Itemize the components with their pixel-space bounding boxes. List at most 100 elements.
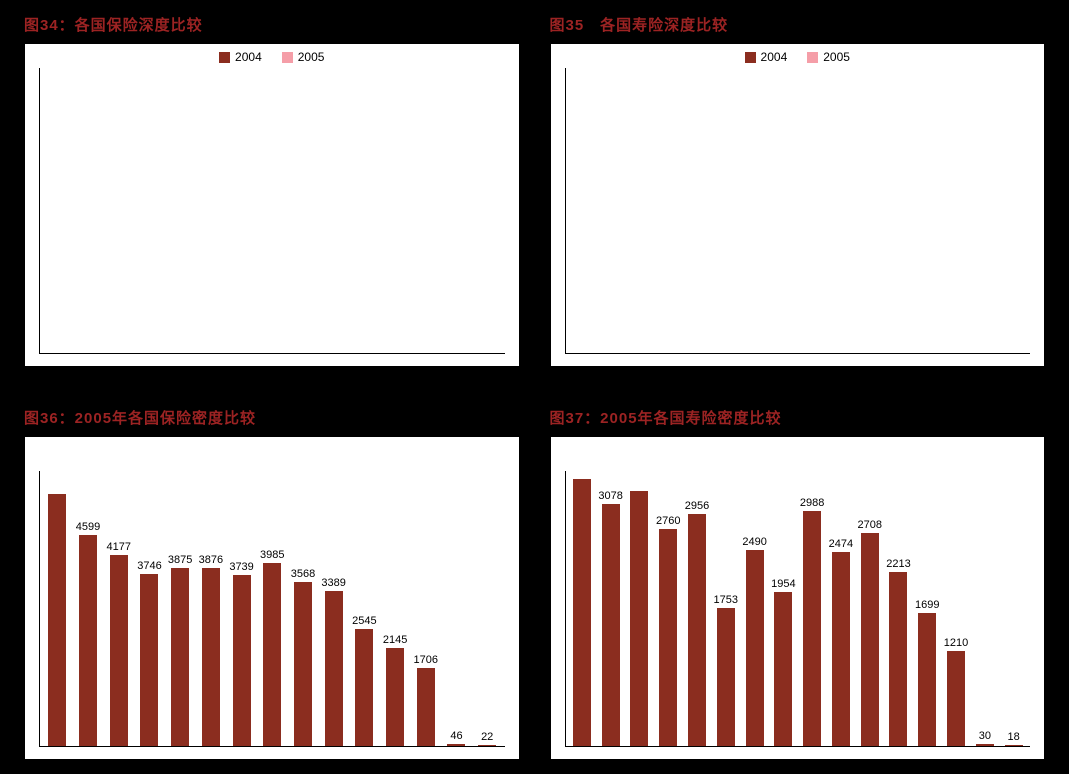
bar-value-label: 1699 xyxy=(915,599,939,611)
bar xyxy=(294,582,312,746)
bar xyxy=(832,552,850,746)
bar-group: 1699 xyxy=(913,471,942,746)
bar-value-label: 2474 xyxy=(829,538,853,550)
panel-35-title: 图35 各国寿险深度比较 xyxy=(550,14,1046,35)
bar xyxy=(202,568,220,746)
bar-group: 2988 xyxy=(798,471,827,746)
bar-value-label: 3389 xyxy=(321,577,345,589)
panel-36-chart: 45994177 3746 3875 3876 3739 3985 3568 3389 2545… xyxy=(24,436,520,760)
bar xyxy=(976,744,994,746)
bar-value-label: 3985 xyxy=(260,549,284,561)
legend-label-2005: 2005 xyxy=(298,50,325,64)
bar-group: 1210 xyxy=(942,471,971,746)
panel-35-chart: 2004 2005 xyxy=(550,43,1046,367)
bar-group: 2213 xyxy=(884,471,913,746)
bar-value-label: 2213 xyxy=(886,558,910,570)
bar xyxy=(233,575,251,746)
bar-group: 3389 xyxy=(318,471,349,746)
panel-34: 图34：各国保险深度比较 2004 2005 xyxy=(24,14,520,367)
bar xyxy=(263,563,281,746)
bar-group: 3876 xyxy=(196,471,227,746)
bar xyxy=(325,591,343,746)
bar-value-label: 1210 xyxy=(944,637,968,649)
bar-group: 4599 xyxy=(73,471,104,746)
bar-value-label: 3875 xyxy=(168,554,192,566)
bar xyxy=(947,651,965,746)
panel-35-plot-area xyxy=(565,68,1031,354)
bar-value-label: 1753 xyxy=(714,594,738,606)
panel-36: 图36：2005年各国保险密度比较 45994177 3746 3875 3876 37… xyxy=(24,407,520,760)
bar-value-label: 3876 xyxy=(199,554,223,566)
bar-group: 1706 xyxy=(410,471,441,746)
legend-2005: 2005 xyxy=(807,50,850,64)
bar-group xyxy=(568,471,597,746)
bar-group: 1753 xyxy=(711,471,740,746)
panel-37-chart: 3078 2760 2956 1753 2490 195429882474 2708 2213… xyxy=(550,436,1046,760)
bar-value-label: 2708 xyxy=(857,519,881,531)
bar-value-label: 2956 xyxy=(685,500,709,512)
panel-36-plot-area: 45994177 3746 3875 3876 3739 3985 3568 3389 2545… xyxy=(39,471,505,747)
bar xyxy=(48,494,66,746)
bar xyxy=(573,479,591,746)
legend-2004: 2004 xyxy=(745,50,788,64)
bar-group: 3078 xyxy=(596,471,625,746)
bar-group: 2490 xyxy=(740,471,769,746)
bar xyxy=(602,504,620,746)
legend-swatch-2004 xyxy=(219,52,230,63)
bar xyxy=(355,629,373,746)
bar-group: 3746 xyxy=(134,471,165,746)
bar-group: 2956 xyxy=(683,471,712,746)
bar xyxy=(688,514,706,746)
bar-group: 3568 xyxy=(288,471,319,746)
bar xyxy=(140,574,158,746)
bar-group: 22 xyxy=(472,471,503,746)
bar-group: 3985 xyxy=(257,471,288,746)
bar-value-label: 3078 xyxy=(598,490,622,502)
bar-value-label: 2760 xyxy=(656,515,680,527)
bar-value-label: 3746 xyxy=(137,560,161,572)
bar-group: 18 xyxy=(999,471,1028,746)
legend-2005: 2005 xyxy=(282,50,325,64)
bar-group: 1954 xyxy=(769,471,798,746)
bar xyxy=(861,533,879,746)
bar-value-label: 3568 xyxy=(291,568,315,580)
legend-label-2004: 2004 xyxy=(235,50,262,64)
panel-37-plot-area: 3078 2760 2956 1753 2490 195429882474 2708 2213… xyxy=(565,471,1031,747)
bar-group xyxy=(625,471,654,746)
legend-swatch-2004 xyxy=(745,52,756,63)
panel-37: 图37：2005年各国寿险密度比较 3078 2760 2956 1753 2490 19… xyxy=(550,407,1046,760)
bar-value-label: 3739 xyxy=(229,561,253,573)
bar xyxy=(889,572,907,746)
bar xyxy=(447,744,465,746)
chart-grid: 图34：各国保险深度比较 2004 2005 图35 各国寿险深度比较 2004… xyxy=(24,14,1045,760)
bar xyxy=(417,668,435,746)
bar-value-label: 2145 xyxy=(383,634,407,646)
panel-35-legend: 2004 2005 xyxy=(561,50,1035,64)
legend-2004: 2004 xyxy=(219,50,262,64)
bar-group: 2145 xyxy=(380,471,411,746)
bar xyxy=(803,511,821,746)
legend-label-2004: 2004 xyxy=(761,50,788,64)
bar-group: 2474 xyxy=(827,471,856,746)
bar-group: 3739 xyxy=(226,471,257,746)
bar xyxy=(171,568,189,746)
bar-value-label: 1954 xyxy=(771,578,795,590)
bar-group: 4177 xyxy=(103,471,134,746)
bar-value-label: 18 xyxy=(1007,731,1019,743)
panel-36-title: 图36：2005年各国保险密度比较 xyxy=(24,407,520,428)
bar xyxy=(717,608,735,746)
panel-34-plot-area xyxy=(39,68,505,354)
bar xyxy=(478,745,496,746)
bar xyxy=(774,592,792,746)
panel-35: 图35 各国寿险深度比较 2004 2005 xyxy=(550,14,1046,367)
bar xyxy=(659,529,677,746)
panel-34-legend: 2004 2005 xyxy=(35,50,509,64)
bar-group: 46 xyxy=(441,471,472,746)
panel-37-title: 图37：2005年各国寿险密度比较 xyxy=(550,407,1046,428)
bar xyxy=(386,648,404,746)
panel-34-title: 图34：各国保险深度比较 xyxy=(24,14,520,35)
bar-group: 2545 xyxy=(349,471,380,746)
bar-value-label: 2490 xyxy=(742,536,766,548)
bar-value-label: 4177 xyxy=(107,541,131,553)
bar-group: 3875 xyxy=(165,471,196,746)
